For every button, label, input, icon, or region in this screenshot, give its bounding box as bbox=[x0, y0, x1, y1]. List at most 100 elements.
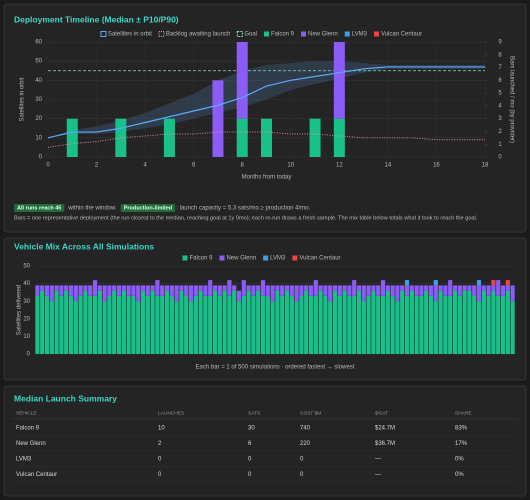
simulation-bar bbox=[352, 295, 357, 354]
simulation-bar bbox=[131, 295, 136, 354]
x-tick-label: 14 bbox=[385, 163, 392, 169]
simulation-bar bbox=[299, 295, 304, 354]
simulation-bar bbox=[160, 295, 165, 354]
simulation-bar bbox=[246, 290, 251, 354]
simulation-bar bbox=[116, 295, 122, 354]
legend-swatch bbox=[301, 31, 307, 37]
simulation-bar bbox=[486, 295, 491, 354]
x-tick-label: 18 bbox=[482, 163, 489, 169]
launch-bar bbox=[115, 118, 127, 157]
simulation-bar bbox=[140, 285, 146, 291]
simulation-bar bbox=[443, 285, 448, 296]
simulation-bar bbox=[188, 285, 194, 302]
simulation-bar bbox=[232, 290, 237, 354]
simulation-bar bbox=[275, 285, 280, 291]
simulation-bar bbox=[116, 285, 122, 296]
simulation-bar bbox=[467, 285, 472, 291]
simulation-bar bbox=[260, 295, 266, 354]
simulation-bar bbox=[337, 285, 342, 296]
simulation-bar bbox=[140, 290, 146, 354]
table-cell: 0 bbox=[248, 472, 252, 478]
table-cell: 220 bbox=[300, 441, 311, 447]
simulation-bar bbox=[356, 285, 362, 291]
simulation-bar bbox=[92, 280, 98, 296]
simulation-bar bbox=[438, 290, 443, 354]
simulation-bar bbox=[64, 285, 69, 291]
legend-swatch bbox=[344, 31, 350, 37]
x-tick-label: 6 bbox=[192, 163, 196, 169]
legend-label: LVM3 bbox=[270, 256, 286, 262]
simulation-bar bbox=[404, 285, 410, 296]
simulation-bar bbox=[284, 285, 290, 291]
simulation-bar bbox=[222, 290, 227, 354]
legend-label: Goal bbox=[244, 32, 257, 38]
simulation-bar bbox=[203, 285, 208, 296]
simulation-bar bbox=[35, 295, 40, 354]
simulation-bar bbox=[54, 290, 59, 354]
simulation-bar bbox=[107, 285, 112, 296]
table-cell: $36.7M bbox=[375, 441, 395, 447]
simulation-bar bbox=[198, 285, 203, 291]
simulation-bar bbox=[198, 290, 203, 354]
simulation-bar bbox=[35, 285, 40, 296]
simulation-bar bbox=[289, 295, 294, 354]
simulation-bar bbox=[467, 290, 472, 354]
legend-label: Backlog awaiting launch bbox=[166, 32, 230, 38]
simulation-bar bbox=[400, 285, 405, 291]
y2-tick-label: 7 bbox=[498, 65, 502, 71]
simulation-bar bbox=[236, 301, 242, 354]
simulation-bar bbox=[184, 285, 189, 296]
simulation-bar bbox=[414, 295, 419, 354]
table-header: SHARE bbox=[455, 410, 472, 416]
simulation-bar bbox=[481, 290, 486, 354]
y-tick-label: 40 bbox=[35, 78, 42, 84]
simulation-bar bbox=[424, 290, 429, 354]
simulation-bar bbox=[337, 295, 342, 354]
x-tick-label: 0 bbox=[46, 163, 50, 169]
simulation-bar bbox=[347, 295, 352, 354]
y-tick-label: 50 bbox=[23, 264, 30, 270]
simulation-bar bbox=[433, 280, 438, 286]
simulation-bar bbox=[131, 285, 136, 296]
y-tick-label: 10 bbox=[23, 334, 30, 340]
simulation-bar bbox=[332, 285, 338, 291]
simulation-bar bbox=[256, 285, 261, 291]
launch-bar bbox=[333, 42, 345, 119]
simulation-bar bbox=[145, 285, 150, 296]
simulation-bar bbox=[270, 301, 275, 354]
simulation-bar bbox=[448, 280, 453, 296]
simulation-bar bbox=[145, 295, 150, 354]
legend-label: LVM3 bbox=[352, 32, 368, 38]
legend-label: New Glenn bbox=[308, 32, 338, 38]
table-cell: 6 bbox=[248, 441, 252, 447]
summary-title: Median Launch Summary bbox=[14, 393, 117, 403]
simulation-bar bbox=[486, 285, 491, 296]
simulation-bar bbox=[184, 295, 189, 354]
simulation-bar bbox=[500, 295, 506, 354]
simulation-bar bbox=[40, 285, 45, 291]
table-cell: 0% bbox=[455, 472, 464, 478]
simulation-bar bbox=[227, 280, 232, 296]
table-header: $/SAT bbox=[375, 410, 388, 416]
launch-bar bbox=[66, 118, 78, 157]
simulation-bar bbox=[232, 285, 237, 291]
legend-swatch bbox=[373, 31, 379, 37]
simulation-bar bbox=[212, 290, 218, 354]
simulation-bar bbox=[164, 290, 170, 354]
legend-swatch bbox=[158, 31, 165, 37]
table-cell: 83% bbox=[455, 426, 468, 432]
table-cell: 10 bbox=[158, 426, 165, 432]
x-tick-label: 4 bbox=[143, 163, 147, 169]
launch-bar bbox=[236, 42, 248, 119]
simulation-bar bbox=[88, 295, 93, 354]
simulation-bar bbox=[385, 285, 390, 291]
legend-label: Falcon 9 bbox=[271, 32, 295, 38]
simulation-bar bbox=[217, 285, 222, 296]
launch-bar bbox=[261, 118, 272, 157]
simulation-bar bbox=[188, 301, 194, 354]
simulation-bar bbox=[49, 301, 54, 354]
launch-bar bbox=[163, 118, 175, 157]
simulation-bar bbox=[265, 285, 270, 296]
y2-tick-label: 4 bbox=[498, 103, 502, 109]
simulation-bar bbox=[40, 290, 45, 354]
